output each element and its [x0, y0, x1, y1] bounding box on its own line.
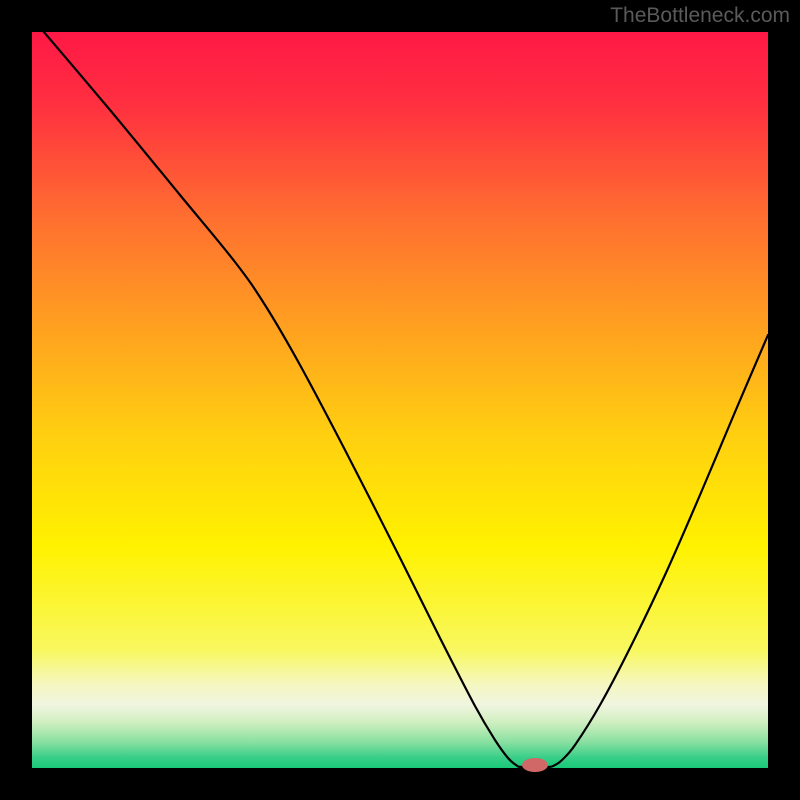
chart-container: TheBottleneck.com: [0, 0, 800, 800]
plot-background: [32, 32, 768, 768]
bottleneck-chart: [0, 0, 800, 800]
watermark-text: TheBottleneck.com: [610, 4, 790, 28]
optimal-marker: [522, 758, 548, 772]
